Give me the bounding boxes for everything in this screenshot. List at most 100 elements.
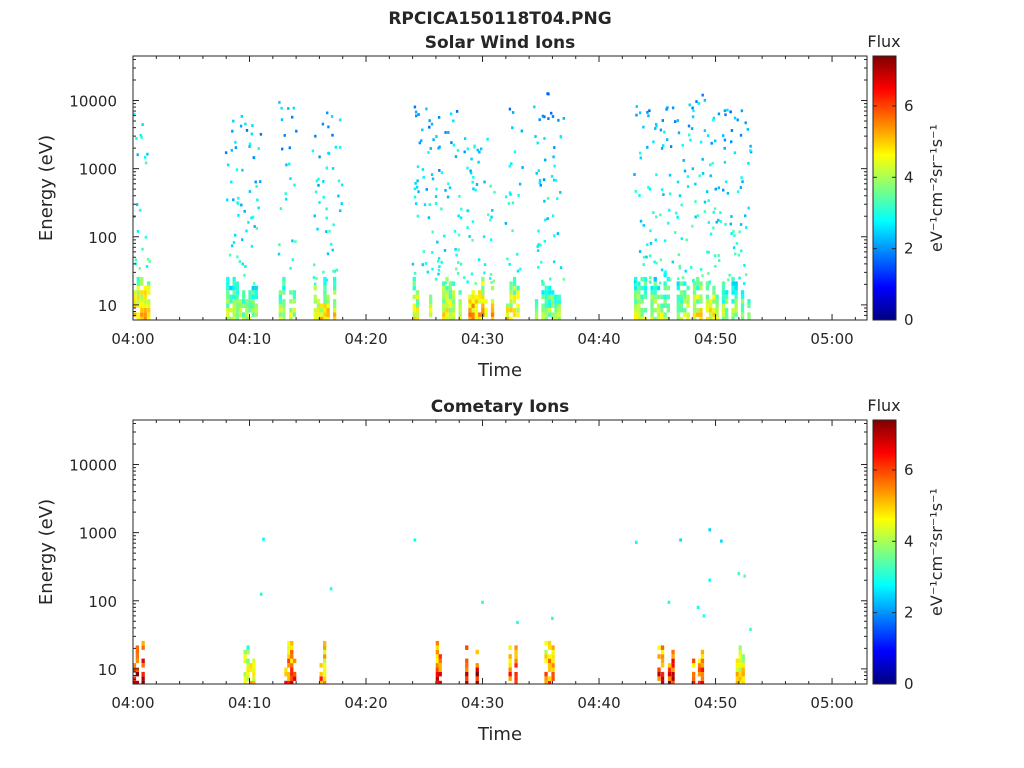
spectrogram-cell xyxy=(638,111,642,115)
spectrogram-cell xyxy=(133,303,137,308)
colorbar-tick-label: 2 xyxy=(904,604,914,622)
spectrogram-cell xyxy=(323,312,327,317)
spectrogram-cell xyxy=(471,180,474,184)
spectrogram-cell xyxy=(481,303,485,308)
spectrogram-cell xyxy=(435,649,439,655)
spectrogram-cell xyxy=(653,299,657,304)
spectrogram-cell xyxy=(663,312,667,317)
spectrogram-cell xyxy=(747,316,751,320)
spectrogram-cell xyxy=(714,264,717,268)
spectrogram-cell xyxy=(552,155,555,159)
spectrogram-cell xyxy=(231,129,234,133)
spectrogram-cell xyxy=(481,290,485,295)
spectrogram-cell xyxy=(248,303,252,308)
spectrogram-cell xyxy=(323,671,327,677)
spectrogram-cell xyxy=(315,277,318,280)
spectrogram-cell xyxy=(293,676,297,681)
spectrogram-cell xyxy=(323,294,327,300)
colorbar-gradient xyxy=(872,55,897,321)
spectrogram-cell xyxy=(421,128,424,132)
spectrogram-cell xyxy=(508,164,511,168)
spectrogram-cell xyxy=(136,276,140,282)
spectrogram-cell xyxy=(490,215,493,219)
spectrogram-cell xyxy=(238,312,243,317)
spectrogram-cell xyxy=(470,272,474,276)
spectrogram-cell xyxy=(551,115,555,118)
spectrogram-cell xyxy=(715,299,719,304)
spectrogram-cell xyxy=(691,115,695,119)
spectrogram-cell xyxy=(516,620,519,625)
spectrogram-cell xyxy=(516,312,520,317)
spectrogram-cell xyxy=(287,658,291,664)
spectrogram-cell xyxy=(713,207,717,211)
spectrogram-cell xyxy=(456,149,460,152)
spectrogram-cell xyxy=(747,206,750,210)
spectrogram-cell xyxy=(542,178,546,182)
spectrogram-cell xyxy=(471,299,475,304)
spectrogram-cell xyxy=(135,658,139,664)
spectrogram-cell xyxy=(252,658,256,664)
spectrogram-cell xyxy=(460,207,463,211)
spectrogram-cell xyxy=(511,229,514,233)
spectrogram-cell xyxy=(730,232,733,235)
spectrogram-cell xyxy=(245,312,249,317)
spectrogram-cell xyxy=(706,190,709,193)
spectrogram-cell xyxy=(512,312,517,317)
spectrogram-cell xyxy=(514,663,518,668)
spectrogram-cell xyxy=(323,676,327,681)
spectrogram-cell xyxy=(726,191,730,195)
spectrogram-cell xyxy=(712,307,716,313)
colorbar: 0 2 4 6 xyxy=(872,55,914,329)
spectrogram-cell xyxy=(448,285,452,291)
spectrogram-cell xyxy=(749,149,752,153)
spectrogram-cell xyxy=(724,113,727,117)
spectrogram-cell xyxy=(444,281,448,285)
spectrogram-cell xyxy=(490,281,493,284)
spectrogram-cell xyxy=(714,139,717,143)
spectrogram-cell xyxy=(422,250,426,253)
spectrogram-cell xyxy=(739,186,743,189)
spectrogram-cell xyxy=(551,299,555,304)
spectrogram-cell xyxy=(732,229,735,233)
spectrogram-cell xyxy=(694,215,697,219)
spectrogram-cell xyxy=(323,654,327,659)
spectrogram-cell xyxy=(471,312,475,317)
spectrogram-cell xyxy=(442,316,446,320)
spectrogram-cell xyxy=(556,197,559,201)
spectrogram-cell xyxy=(414,181,417,185)
spectrogram-cell xyxy=(475,671,479,677)
spectrogram-cell xyxy=(331,248,334,252)
spectrogram-cell xyxy=(634,190,637,193)
spectrogram-cell xyxy=(313,214,316,218)
spectrogram-cell xyxy=(471,303,475,308)
spectrogram-cell xyxy=(249,680,253,684)
spectrogram-cell xyxy=(246,658,250,664)
spectrogram-cell xyxy=(663,272,667,277)
spectrogram-cell xyxy=(232,276,236,282)
spectrogram-cell xyxy=(678,264,681,268)
spectrogram-cell xyxy=(140,312,144,317)
spectrogram-cell xyxy=(721,281,726,286)
spectrogram-cell xyxy=(550,111,553,115)
spectrogram-cell xyxy=(232,290,236,295)
spectrogram-cell xyxy=(660,303,664,308)
spectrogram-cell xyxy=(721,294,726,300)
spectrogram-cell xyxy=(278,312,282,317)
spectrogram-cell xyxy=(685,238,688,242)
spectrogram-cell xyxy=(322,180,325,183)
spectrogram-cell xyxy=(717,112,721,116)
spectrogram-cell xyxy=(544,158,547,162)
spectrogram-cell xyxy=(254,303,258,308)
spectrogram-cell xyxy=(323,649,327,655)
spectrogram-cell xyxy=(741,663,745,668)
spectrogram-cell xyxy=(295,129,298,133)
spectrogram-cell xyxy=(282,303,286,308)
spectrogram-cell xyxy=(659,281,662,285)
spectrogram-cell xyxy=(675,211,678,215)
spectrogram-cell xyxy=(745,226,748,229)
spectrogram-cell xyxy=(547,654,552,659)
spectrogram-cell xyxy=(248,142,252,146)
spectrogram-cell xyxy=(254,285,258,291)
spectrogram-cell xyxy=(249,663,253,668)
spectrogram-cell xyxy=(435,671,439,677)
